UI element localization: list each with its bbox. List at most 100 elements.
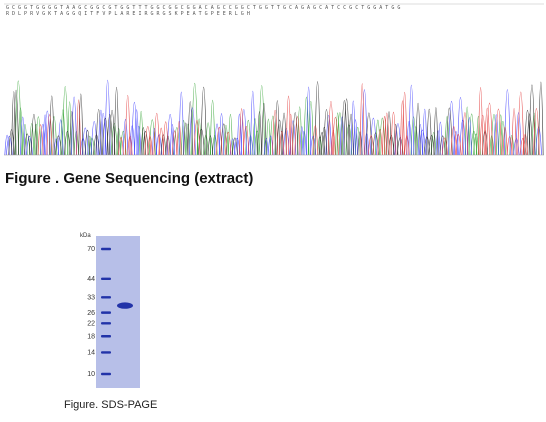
trace-peak-G	[55, 135, 62, 156]
trace-peak-T	[37, 124, 44, 156]
trace-peak-C	[57, 119, 64, 156]
trace-peak-T	[519, 137, 527, 156]
trace-peak-G	[321, 127, 328, 156]
marker-label-44: 44	[87, 276, 95, 283]
sample-lane	[117, 302, 133, 309]
trace-peak-T	[127, 135, 133, 156]
trace-peak-A	[335, 112, 341, 156]
trace-peak-G	[393, 124, 399, 156]
trace-peak-A	[209, 100, 216, 156]
trace-peak-C	[236, 113, 242, 156]
trace-peak-C	[417, 124, 423, 156]
trace-peak-G	[30, 114, 38, 156]
trace-peak-T	[486, 102, 493, 156]
trace-peak-A	[67, 101, 73, 156]
trace-peak-A	[191, 82, 199, 156]
trace-peak-C	[493, 114, 499, 156]
trace-peak-A	[531, 113, 537, 156]
trace-peak-A	[468, 113, 475, 156]
trace-peak-T	[285, 96, 292, 156]
trace-peak-G	[165, 135, 171, 156]
trace-peak-T	[171, 130, 178, 156]
trace-peak-G	[23, 133, 31, 156]
marker-band-44	[101, 277, 111, 281]
trace-peak-T	[288, 114, 294, 156]
trace-peak-G	[423, 136, 431, 156]
trace-peak-T	[495, 108, 502, 156]
trace-peak-A	[22, 124, 28, 156]
trace-peak-G	[232, 137, 238, 156]
trace-peak-G	[526, 113, 533, 156]
gel-unit-label: kDa	[80, 233, 91, 239]
trace-peak-C	[361, 89, 368, 156]
trace-peak-T	[533, 108, 540, 156]
sequencing-chromatogram: G C G G T G G G G T A A G C G G C G T G …	[4, 3, 544, 156]
trace-peak-T	[176, 120, 182, 156]
trace-peak-A	[60, 109, 66, 156]
trace-peak-A	[410, 116, 417, 156]
trace-peak-A	[110, 123, 118, 156]
trace-peak-A	[223, 124, 229, 156]
trace-peak-A	[475, 116, 481, 156]
trace-peak-C	[263, 137, 269, 156]
marker-label-70: 70	[87, 246, 95, 253]
trace-peak-C	[131, 101, 138, 156]
trace-peak-C	[98, 109, 104, 156]
sds-page-gel: 70 44 33 26 22 18 14 10	[87, 236, 140, 388]
trace-peak-G	[187, 101, 193, 156]
marker-band-70	[101, 247, 111, 251]
marker-label-33: 33	[87, 295, 95, 302]
trace-peak-G	[348, 114, 354, 156]
trace-peak-G	[13, 89, 19, 156]
trace-peak-A	[62, 86, 69, 156]
trace-peak-T	[279, 131, 285, 156]
trace-peak-A	[33, 123, 39, 156]
trace-peak-C	[151, 128, 158, 156]
trace-peak-G	[95, 109, 102, 156]
trace-peak-C	[104, 80, 111, 156]
trace-peak-C	[504, 89, 511, 156]
trace-peak-G	[274, 100, 281, 156]
trace-peak-A	[17, 107, 24, 156]
trace-peak-A	[297, 106, 303, 156]
trace-peak-G	[426, 108, 432, 156]
trace-peak-G	[365, 112, 373, 156]
trace-peak-C	[535, 126, 542, 156]
trace-peak-C	[350, 100, 356, 156]
trace-peak-T	[153, 113, 160, 156]
trace-peak-G	[183, 122, 189, 156]
trace-peak-A	[29, 123, 35, 156]
trace-peak-T	[327, 101, 335, 156]
trace-peak-G	[445, 107, 453, 156]
trace-peak-G	[106, 114, 114, 156]
trace-peak-T	[461, 112, 469, 156]
trace-peak-T	[216, 127, 223, 156]
trace-peak-G	[78, 93, 84, 156]
trace-peak-G	[343, 98, 350, 156]
trace-peak-T	[484, 107, 491, 156]
trace-peak-C	[466, 117, 472, 156]
trace-peak-T	[377, 129, 383, 156]
trace-peak-T	[294, 116, 301, 156]
trace-peak-C	[169, 124, 175, 156]
trace-peak-G	[314, 81, 321, 156]
trace-peak-T	[147, 135, 153, 156]
trace-peak-A	[252, 118, 258, 156]
trace-peak-G	[528, 84, 536, 156]
trace-peak-T	[193, 119, 201, 156]
trace-peak-A	[14, 80, 22, 156]
trace-peak-G	[538, 81, 544, 156]
trace-peak-C	[306, 86, 312, 156]
trace-peak-G	[200, 86, 207, 156]
trace-peak-C	[240, 109, 247, 156]
trace-peak-T	[382, 116, 388, 156]
marker-label-26: 26	[87, 310, 95, 317]
trace-peak-T	[400, 100, 405, 156]
trace-peak-C	[435, 130, 441, 156]
figure-caption-sequencing: Figure . Gene Sequencing (extract)	[5, 170, 254, 187]
trace-peak-G	[281, 112, 287, 156]
trace-peak-G	[84, 130, 91, 156]
trace-peak-T	[401, 92, 408, 156]
trace-peak-G	[11, 91, 17, 156]
marker-label-10: 10	[87, 371, 95, 378]
